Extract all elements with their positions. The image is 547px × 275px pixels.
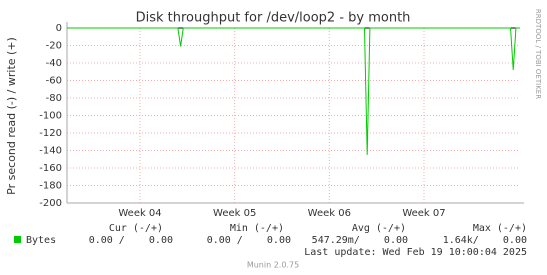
y-tick-label: -160 [39, 163, 62, 174]
footer: Munin 2.0.75 [247, 261, 299, 270]
summary-header: Avg (-/+) [352, 223, 406, 234]
summary-cell: 547.29m/ 0.00 [312, 235, 408, 246]
y-tick-label: -80 [46, 93, 62, 104]
summary-cell: 1.64k/ 0.00 [443, 235, 527, 246]
y-axis-label: Pr second read (-) / write (+) [5, 37, 18, 195]
y-tick-label: -100 [39, 111, 62, 122]
y-tick-label: 0 [56, 23, 62, 34]
summary-header: Max (-/+) [473, 223, 527, 234]
last-update: Last update: Wed Feb 19 10:00:04 2025 [304, 247, 527, 258]
x-tick-label: Week 07 [402, 208, 445, 219]
y-tick-label: -140 [39, 146, 62, 157]
summary-cell: 0.00 / 0.00 [89, 235, 173, 246]
legend-label: Bytes [26, 235, 56, 246]
y-tick-label: -20 [46, 41, 62, 52]
plot-area [67, 28, 520, 203]
x-tick-label: Week 06 [308, 208, 351, 219]
y-tick-label: -40 [46, 58, 62, 69]
x-tick-label: Week 05 [213, 208, 256, 219]
side-text: RRDTOOL / TOBI OETIKER [534, 9, 542, 99]
legend-swatch [14, 236, 21, 243]
summary-cell: 0.00 / 0.00 [207, 235, 291, 246]
summary-header: Min (-/+) [230, 223, 284, 234]
y-tick-label: -120 [39, 128, 62, 139]
x-tick-label: Week 04 [118, 208, 161, 219]
summary-header: Cur (-/+) [109, 223, 163, 234]
data-line [67, 27, 520, 155]
chart-title: Disk throughput for /dev/loop2 - by mont… [136, 11, 411, 26]
y-tick-label: -180 [39, 181, 62, 192]
y-tick-label: -200 [39, 198, 62, 209]
y-tick-label: -60 [46, 76, 62, 87]
